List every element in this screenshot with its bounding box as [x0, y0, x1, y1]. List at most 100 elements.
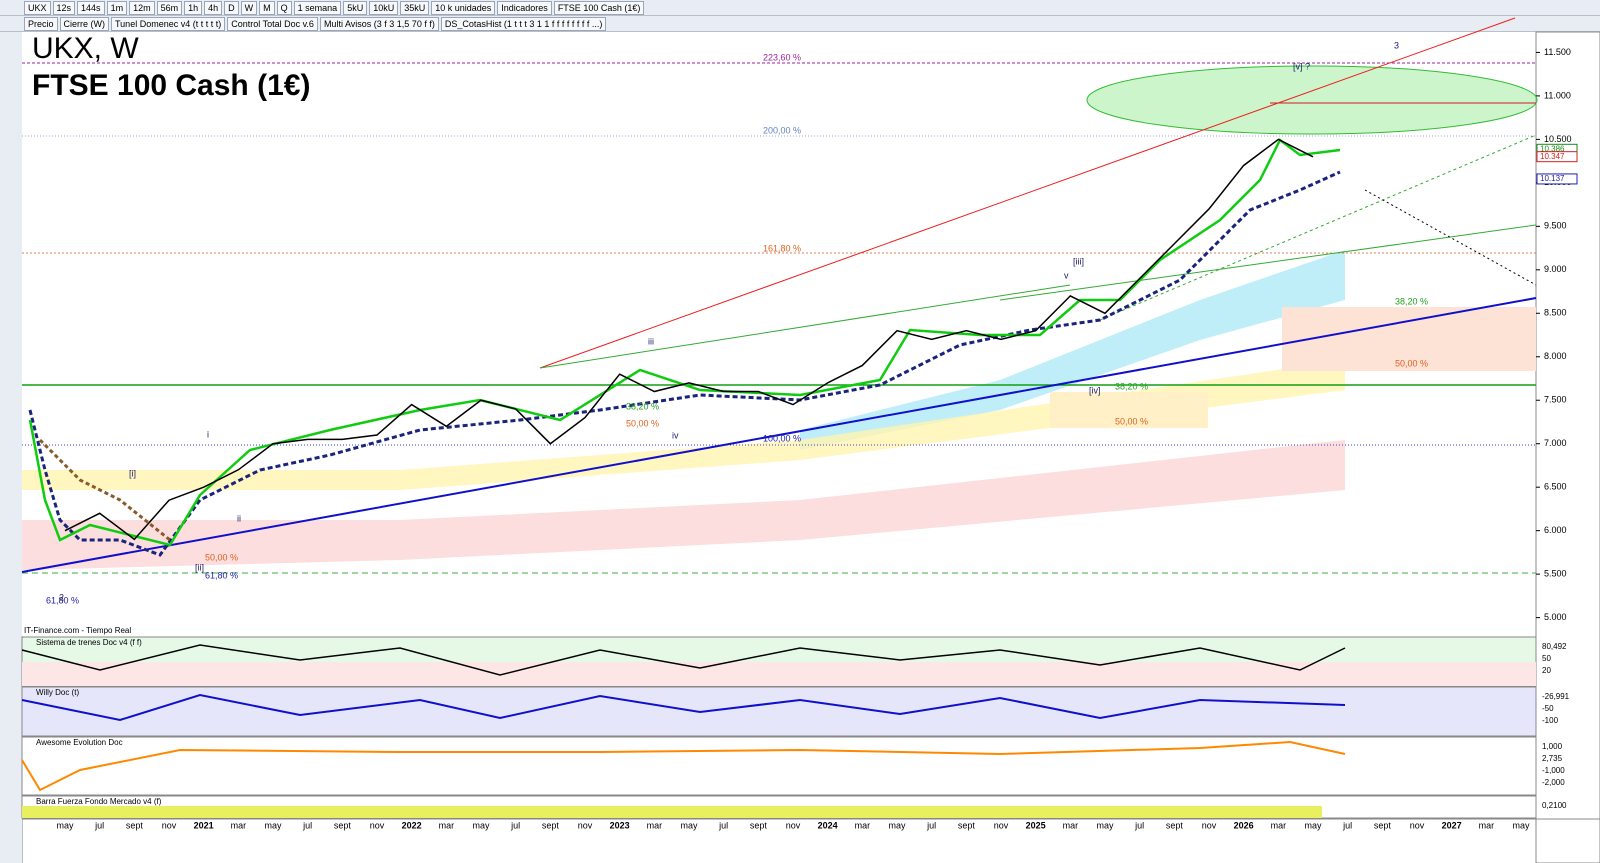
x-tick-label: 2024 [818, 820, 838, 830]
wave-label: 2 [59, 592, 64, 602]
x-tick-label: nov [578, 820, 593, 830]
timeframe-button[interactable]: 1m [106, 0, 128, 15]
x-tick-label: 2025 [1026, 820, 1046, 830]
price-marker [1536, 151, 1578, 163]
y-tick-label: 10.500 [1544, 134, 1572, 144]
panel-title: Barra Fuerza Fondo Mercado v4 (f) [36, 797, 162, 806]
fib-label: 200,00 % [763, 125, 801, 135]
x-tick-label: 2027 [1442, 820, 1462, 830]
x-tick-label: may [680, 820, 698, 830]
price-marker [1536, 173, 1578, 185]
indicator-toggle[interactable]: Precio [24, 16, 58, 31]
wave-label: iv [672, 430, 679, 440]
price-axis [1535, 31, 1600, 863]
x-tick-label: sept [1374, 820, 1392, 830]
panel-axis-label: -26,991 [1542, 692, 1570, 701]
timeframe-button[interactable]: 4h [204, 0, 223, 15]
wave-label: [i] [129, 468, 136, 478]
period-select[interactable]: 1 semana [293, 0, 342, 15]
y-tick-label: 9.500 [1544, 221, 1567, 231]
indicator-toggle[interactable]: Tunel Domenec v4 (t t t t t) [111, 16, 226, 31]
y-tick-label: 9.000 [1544, 264, 1567, 274]
x-tick-label: sept [958, 820, 976, 830]
indicator-toggle[interactable]: Cierre (W) [59, 16, 110, 31]
timeframe-button[interactable]: Q [276, 0, 292, 15]
x-tick-label: mar [231, 820, 247, 830]
units-button[interactable]: 5kU [343, 0, 368, 15]
fib-label: 61,80 % [46, 595, 79, 605]
panel-axis-label: -1,000 [1542, 766, 1565, 775]
sub-panels [21, 636, 1600, 820]
indicator-toggle[interactable]: DS_CotasHist (1 t t t 3 1 1 f f f f f f … [440, 16, 607, 31]
chart-subtitle: FTSE 100 Cash (1€) [32, 69, 310, 102]
x-tick-label: jul [94, 820, 104, 830]
timeframe-button[interactable]: 12m [129, 0, 155, 15]
x-tick-label: jul [1342, 820, 1352, 830]
wave-label: i [207, 429, 209, 439]
price-label: 10.386 [1540, 144, 1565, 153]
x-tick-label: jul [718, 820, 728, 830]
x-tick-label: 2026 [1234, 820, 1254, 830]
y-tick-label: 6.500 [1544, 482, 1567, 492]
x-tick-label: jul [302, 820, 312, 830]
units-button[interactable]: 35kU [400, 0, 430, 15]
y-tick-label: 8.500 [1544, 308, 1567, 318]
wave-label: [iii] [1073, 256, 1084, 266]
x-tick-label: 2021 [194, 820, 214, 830]
x-tick-label: nov [1410, 820, 1425, 830]
indicator-toggle[interactable]: Multi Avisos (3 f 3 1,5 70 f f) [319, 16, 439, 31]
wave-label: v [1064, 270, 1069, 280]
instrument-name: FTSE 100 Cash (1€) [553, 0, 645, 15]
toolbar: UKX 12s 144s 1m 12m 56m 1h 4h D W M Q 1 semana 5kU 10k… [0, 0, 1600, 16]
fib-label: 100,00 % [763, 433, 801, 443]
x-tick-label: 2022 [402, 820, 422, 830]
x-tick-label: mar [647, 820, 663, 830]
data-source: IT-Finance.com - Tiempo Real [24, 626, 131, 635]
fib-label: 223,60 % [763, 52, 801, 62]
x-tick-label: may [56, 820, 74, 830]
fib-label: 38,20 % [1115, 381, 1148, 391]
units-button[interactable]: 10kU [369, 0, 399, 15]
indicators-button[interactable]: Indicadores [497, 0, 552, 15]
x-tick-label: mar [439, 820, 455, 830]
timeframe-button[interactable]: W [240, 0, 258, 15]
timeframe-button[interactable]: 1h [184, 0, 203, 15]
panel-axis-label: 80,492 [1542, 642, 1567, 651]
units-menu[interactable]: 10 k unidades [431, 0, 496, 15]
x-tick-label: may [1512, 820, 1530, 830]
wave-label: 3 [1394, 40, 1399, 50]
panel-axis-label: -100 [1542, 716, 1559, 725]
fib-label: 50,00 % [205, 552, 238, 562]
x-tick-label: sept [126, 820, 144, 830]
x-tick-label: may [1096, 820, 1114, 830]
wave-label: iii [648, 336, 654, 346]
x-tick-label: nov [370, 820, 385, 830]
y-tick-label: 5.000 [1544, 612, 1567, 622]
timeframe-button[interactable]: 56m [156, 0, 183, 15]
x-tick-label: may [472, 820, 490, 830]
panel-axis-label: 0,2100 [1542, 801, 1567, 810]
x-tick-label: nov [786, 820, 801, 830]
x-tick-label: jul [510, 820, 520, 830]
fib-label: 50,00 % [626, 418, 659, 428]
timeframe-button[interactable]: 12s [52, 0, 76, 15]
panel-axis-label: -50 [1542, 704, 1554, 713]
x-tick-label: sept [334, 820, 352, 830]
wave-label: ii [237, 513, 241, 523]
indicator-bar: Precio Cierre (W) Tunel Domenec v4 (t t t … [0, 16, 1600, 32]
wave-label: [iv] [1089, 385, 1101, 395]
timeframe-button[interactable]: 144s [77, 0, 105, 15]
indicator-toggle[interactable]: Control Total Doc v.6 [227, 16, 318, 31]
timeframe-button[interactable]: M [259, 0, 275, 15]
x-tick-label: mar [855, 820, 871, 830]
symbol-select[interactable]: UKX [24, 0, 51, 15]
x-tick-label: may [1304, 820, 1322, 830]
y-tick-label: 5.500 [1544, 569, 1567, 579]
x-tick-label: nov [162, 820, 177, 830]
y-tick-label: 7.000 [1544, 438, 1567, 448]
zones [22, 65, 1538, 570]
timeframe-button[interactable]: D [224, 0, 239, 15]
wave-label: [ii] [195, 562, 204, 572]
